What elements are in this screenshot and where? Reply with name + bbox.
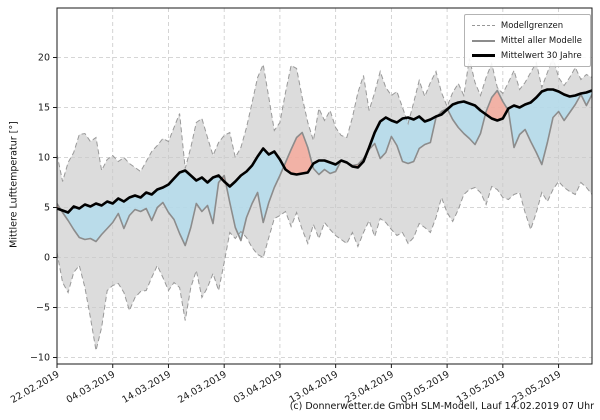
colder-than-normal-fill [57,89,592,246]
axes-frame [56,7,593,365]
dashed-line-icon [471,25,495,26]
legend-item-mittelwert-30-jahre: Mittelwert 30 Jahre [471,49,582,62]
y-tick-label: 15 [38,103,50,114]
legend-item-mittel-aller-modelle: Mittel aller Modelle [471,34,582,47]
model-mean-line [57,89,592,247]
legend-label: Mittelwert 30 Jahre [500,50,582,61]
x-tick-label: 24.03.2019 [176,369,229,406]
y-axis-label: Mittlere Lufttemperatur [°] [8,121,20,248]
y-tick-label: −5 [36,303,50,314]
black-line-icon [471,54,495,57]
footer-credit: (c) Donnerwetter.de GmbH SLM-Modell, Lau… [289,401,594,412]
x-tick-label: 14.03.2019 [120,369,173,406]
legend-label: Mittel aller Modelle [500,35,582,46]
model-range-lower-border [57,180,592,351]
plot-layers [57,8,592,364]
legend: Modellgrenzen Mittel aller Modelle Mitte… [463,14,591,67]
y-tick-label: −10 [30,353,50,364]
model-range-band [57,57,592,351]
gray-line-icon [471,39,495,42]
x-tick-label: 03.04.2019 [232,369,285,406]
legend-item-modellgrenzen: Modellgrenzen [471,19,582,32]
y-tick-label: 0 [44,253,50,264]
model-range-upper-border [57,55,592,182]
legend-label: Modellgrenzen [500,20,564,31]
y-tick-label: 10 [38,153,50,164]
y-tick-label: 5 [44,203,50,214]
x-tick-label: 04.03.2019 [65,369,118,406]
mean-30y-line [57,88,592,214]
y-tick-label: 20 [38,53,50,64]
x-tick-label: 22.02.2019 [9,369,62,406]
